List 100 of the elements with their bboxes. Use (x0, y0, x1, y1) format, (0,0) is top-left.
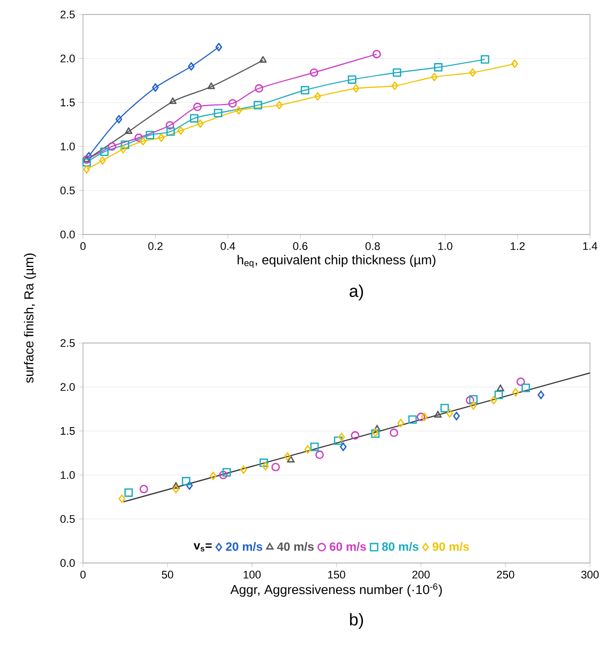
x-tick-label: 300 (581, 570, 599, 579)
x-tick-label: 200 (412, 570, 430, 579)
point (108, 142, 116, 151)
point (391, 82, 398, 90)
point (210, 472, 216, 480)
y-tick-label: 0.5 (60, 186, 75, 194)
y-tick-label: 1.5 (60, 98, 75, 106)
point (470, 401, 477, 410)
x-tick-label: 50 (162, 570, 174, 579)
point (254, 84, 264, 93)
point (254, 100, 262, 110)
point (314, 92, 322, 101)
point (352, 84, 360, 93)
point (172, 484, 180, 494)
point (390, 428, 398, 437)
legend-title: v$_{s}$= (194, 543, 212, 552)
y-tick-label: 2.5 (60, 10, 75, 18)
x-tick-label: 0 (80, 242, 86, 250)
point (392, 68, 402, 77)
point (538, 390, 544, 400)
point (310, 442, 319, 452)
point (300, 86, 310, 94)
point (512, 388, 519, 397)
point (215, 42, 222, 52)
x-axis-title: h$_{eq}$, equivalent chip thickness (µm) (238, 254, 436, 268)
point (372, 50, 381, 58)
x-tick-label: 150 (328, 570, 346, 579)
legend-label: 60 m/s (330, 542, 366, 551)
y-tick-label: 0.5 (60, 515, 75, 523)
x-tick-label: 0.4 (220, 242, 236, 250)
point (260, 458, 268, 467)
point (434, 63, 442, 72)
point (214, 108, 222, 118)
point (193, 102, 202, 112)
point (240, 465, 247, 474)
y-tick-label: 1.0 (60, 471, 75, 479)
y-tick-label: 0.0 (60, 230, 75, 238)
x-tick-label: 1.2 (510, 242, 525, 250)
point (276, 100, 283, 110)
text: a) (350, 284, 363, 300)
y-tick-label: 2.0 (60, 54, 75, 62)
point (259, 56, 267, 63)
point (124, 127, 132, 134)
x-axis-title: Aggr, Aggressiveness number (·10$^{-6}$) (230, 583, 442, 597)
point (134, 133, 144, 142)
text: b) (350, 613, 363, 629)
point (116, 114, 122, 124)
point (207, 82, 215, 90)
point (469, 68, 476, 77)
point (177, 126, 184, 135)
point (228, 99, 237, 108)
point (350, 431, 360, 440)
legend-label: 90 m/s (432, 542, 469, 551)
point (188, 62, 195, 71)
point (152, 83, 159, 92)
x-tick-label: 0.6 (293, 242, 308, 250)
point (522, 384, 530, 392)
point (496, 384, 504, 392)
x-tick-label: 1.0 (438, 242, 452, 250)
point (169, 97, 177, 104)
point (146, 130, 154, 140)
point (338, 432, 345, 442)
y-tick-label: 1.5 (60, 427, 75, 435)
point (287, 456, 295, 462)
point (466, 396, 474, 404)
point (222, 468, 231, 477)
point (186, 481, 193, 490)
point (166, 121, 174, 130)
point (100, 148, 109, 156)
point (120, 140, 130, 149)
y-axis-title: surface finish, Ra (µm) (24, 254, 36, 383)
point (172, 482, 180, 489)
point (421, 412, 428, 422)
point (490, 396, 498, 404)
point (340, 442, 347, 452)
point (284, 452, 291, 461)
point (397, 418, 404, 428)
legend-label: 80 m/s (382, 542, 418, 551)
x-tick-label: 100 (244, 570, 261, 579)
point (434, 410, 442, 418)
point (85, 152, 92, 160)
point (190, 114, 198, 123)
point (446, 409, 454, 418)
point (373, 425, 381, 432)
point (182, 476, 190, 486)
point (315, 450, 324, 459)
point (516, 377, 525, 386)
point (120, 144, 127, 154)
point (271, 462, 280, 472)
point (408, 415, 417, 424)
y-tick-label: 0.0 (60, 559, 75, 567)
point (262, 462, 269, 470)
point (196, 119, 204, 128)
x-tick-label: 250 (496, 570, 514, 579)
point (469, 395, 478, 404)
point (480, 55, 490, 64)
point (310, 68, 318, 77)
point (440, 404, 449, 412)
point (118, 494, 126, 503)
legend-label: 20 m/s (226, 542, 262, 551)
